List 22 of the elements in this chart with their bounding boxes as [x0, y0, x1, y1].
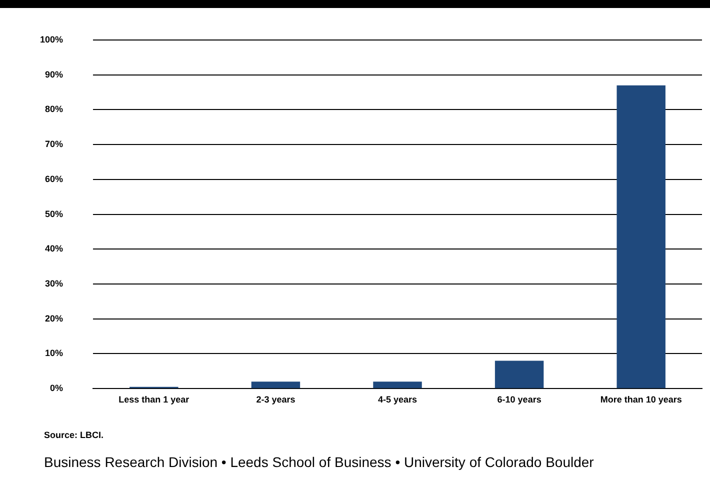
y-tick-label: 30% [45, 278, 64, 289]
x-tick-label: 6-10 years [497, 394, 542, 404]
y-tick-label: 70% [45, 139, 64, 150]
x-tick-label: More than 10 years [600, 394, 682, 404]
y-tick-label: 50% [45, 208, 64, 219]
x-tick-label: 2-3 years [256, 394, 296, 404]
y-tick-label: 40% [45, 244, 64, 254]
bar [494, 360, 544, 388]
x-tick-label: 4-5 years [378, 394, 418, 404]
y-tick-label: 0% [50, 383, 64, 394]
y-tick-label: 20% [45, 313, 64, 324]
source-note: Source: LBCI. [44, 430, 104, 440]
y-tick-label: 60% [45, 174, 64, 184]
y-tick-label: 80% [45, 104, 64, 114]
x-tick-label: Less than 1 year [118, 394, 190, 404]
y-tick-label: 100% [40, 34, 64, 44]
y-tick-label: 90% [45, 69, 64, 80]
bar [616, 85, 666, 388]
bar [251, 382, 300, 388]
text: Business Research Division • Leeds School of Business • University of Colorado Boulder [44, 454, 594, 470]
bar [373, 382, 422, 388]
y-tick-label: 10% [45, 348, 64, 358]
